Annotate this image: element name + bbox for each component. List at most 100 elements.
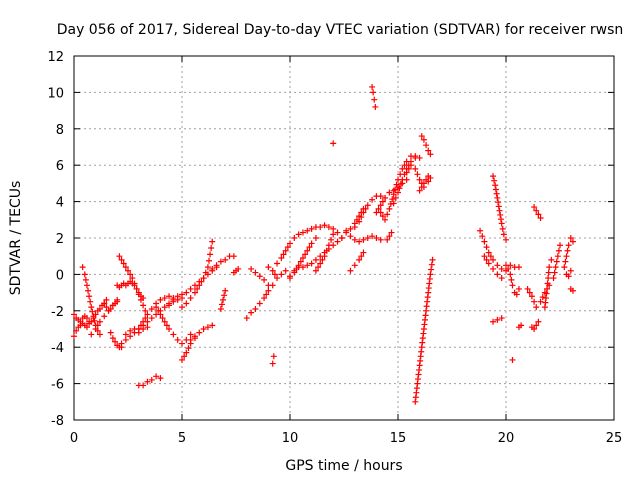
data-point [261,295,268,302]
data-point [220,296,227,303]
data-point [79,264,86,271]
data-point [218,301,225,308]
data-point [263,291,270,298]
data-point [137,322,144,329]
data-point [114,296,121,303]
data-point [200,326,207,332]
data-point [73,327,80,334]
data-point [217,305,224,312]
data-point [109,335,116,342]
data-point [256,300,263,307]
data-point [369,83,376,90]
data-point [427,271,434,278]
data-point [495,203,502,210]
data-point [209,238,216,245]
data-point [297,258,304,265]
data-point [174,336,181,343]
data-point [256,273,263,280]
data-point [163,322,170,329]
data-series-arc-48 [507,262,522,271]
data-point [551,269,558,276]
data-series-arc-11 [135,293,177,332]
data-series-arc-8 [116,253,149,314]
data-point [187,285,194,292]
data-point [562,258,569,265]
data-series-arc-47 [509,356,516,363]
data-point [317,260,324,267]
data-point [157,375,164,382]
data-point [362,205,369,212]
data-point [539,294,546,301]
data-series-arc-43 [481,253,505,282]
data-point [183,300,190,307]
data-point [284,244,291,251]
data-point [248,265,255,272]
data-point [83,282,90,289]
data-point [144,378,151,385]
data-point [131,280,138,287]
data-point [207,251,214,258]
data-point [371,96,378,103]
data-point [396,185,403,192]
data-point [407,162,414,169]
data-point [135,291,142,298]
data-point [414,171,421,178]
data-point [278,271,285,278]
data-series-arc-53 [541,256,555,311]
data-point [269,360,276,367]
data-point [323,247,330,254]
data-point [321,222,328,229]
data-point [317,224,324,231]
data-point [129,275,136,282]
data-point [86,293,93,300]
data-point [343,227,350,234]
data-point [416,176,423,183]
data-point [507,262,514,269]
data-point [427,151,434,158]
data-point [508,276,515,283]
data-point [490,318,497,325]
data-point [481,253,488,260]
chart-title: Day 056 of 2017, Sidereal Day-to-day VTE… [57,22,624,38]
data-point [144,324,151,331]
data-series-arc-39 [412,256,436,405]
data-series-arc-36 [384,229,395,243]
data-point [553,258,560,265]
data-point [524,285,531,292]
data-point [140,318,147,325]
x-tick-label: 0 [70,431,78,446]
data-series-arc-22 [248,265,272,289]
data-point [321,253,328,260]
data-point [94,322,101,329]
data-point [96,305,103,312]
data-point [360,209,367,216]
data-point [83,315,90,322]
data-point [481,238,488,245]
data-point [423,142,430,149]
data-series-arc-32 [351,193,389,231]
data-point [375,205,382,212]
data-point [509,282,516,289]
data-series-arc-15 [179,335,198,363]
y-tick-label: -8 [51,414,64,429]
data-point [200,275,207,282]
data-series-arc-57 [567,285,576,294]
data-point [222,287,229,294]
data-point [77,318,84,325]
data-point [112,300,119,307]
data-point [370,89,377,96]
data-point [87,298,94,305]
data-point [118,256,125,263]
data-point [287,275,293,282]
data-point [120,260,127,267]
data-point [416,154,423,161]
data-point [270,353,277,360]
y-tick-labels: -8 -6 -4 -2 0 2 4 6 8 10 12 [47,50,64,429]
data-point [351,236,358,243]
data-point [280,251,287,258]
data-point [528,293,535,300]
data-point [137,296,144,303]
x-tick-label: 15 [390,431,407,446]
data-point [325,224,332,231]
data-point [248,309,255,316]
